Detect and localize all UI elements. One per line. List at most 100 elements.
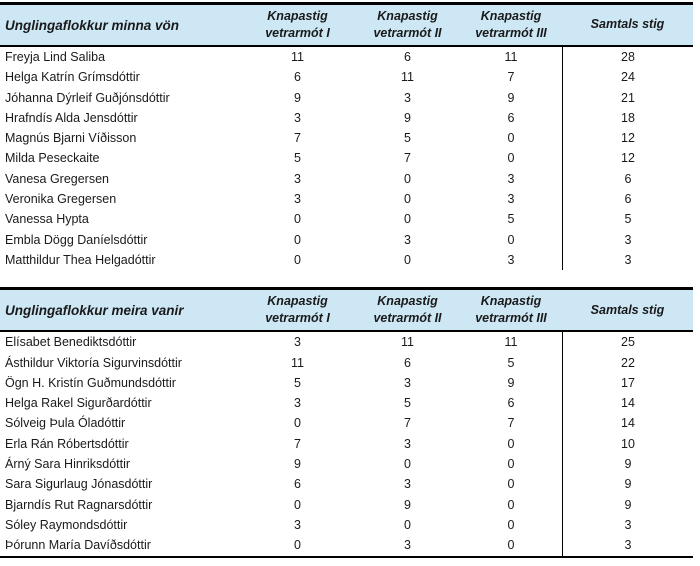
rider-name: Ögn H. Kristín Guðmundsdóttir: [5, 375, 176, 390]
score-vetrarmot-3: 6: [507, 110, 515, 125]
score-vetrarmot-1: 3: [294, 171, 301, 186]
score-vetrarmot-3: 0: [507, 517, 515, 532]
score-vetrarmot-2: 3: [404, 436, 411, 451]
score-vetrarmot-1: 6: [294, 477, 301, 492]
rider-name: Veronika Gregersen: [5, 192, 117, 207]
column-header-vetrarmot-2: Knapastig vetrarmót II: [355, 5, 460, 45]
score-vetrarmot-1: 5: [294, 151, 301, 166]
score-vetrarmot-2: 5: [404, 396, 411, 411]
score-vetrarmot-1: 3: [294, 335, 301, 350]
score-vetrarmot-1: 11: [291, 355, 304, 370]
total-score: 3: [562, 249, 693, 271]
score-vetrarmot-2: 0: [404, 252, 411, 267]
table-row: Veronika Gregersen 3 0 3 6: [0, 189, 693, 210]
column-header-line-1: Knapastig: [480, 293, 542, 308]
rider-name: Helga Rakel Sigurðardóttir: [5, 396, 152, 411]
column-header-line-2: vetrarmót I: [265, 26, 330, 40]
score-vetrarmot-3: 11: [504, 50, 518, 64]
total-score: 24: [562, 67, 693, 88]
score-vetrarmot-1: 0: [294, 252, 301, 267]
column-header-vetrarmot-1: Knapastig vetrarmót I: [240, 5, 355, 45]
rider-name: Sara Sigurlaug Jónasdóttir: [5, 477, 153, 492]
column-header-line-2: vetrarmót II: [373, 311, 442, 326]
table-row: Helga Rakel Sigurðardóttir 3 5 6 14: [0, 393, 693, 414]
score-table-meira-vanir: Unglingaflokkur meira vanir Knapastig ve…: [0, 287, 693, 558]
total-score: 3: [562, 514, 693, 536]
group-title: Unglingaflokkur minna vön: [5, 17, 180, 33]
score-vetrarmot-3: 0: [507, 497, 515, 512]
score-vetrarmot-3: 9: [507, 90, 515, 105]
score-vetrarmot-2: 3: [404, 538, 411, 553]
score-vetrarmot-1: 11: [291, 50, 304, 64]
rider-name: Hrafndís Alda Jensdóttir: [5, 110, 138, 125]
total-score: 9: [562, 474, 693, 495]
score-vetrarmot-3: 6: [507, 396, 515, 411]
table-row: Embla Dögg Daníelsdóttir 0 3 0 3: [0, 229, 693, 250]
score-vetrarmot-1: 0: [294, 232, 301, 247]
rider-name: Vanessa Hypta: [5, 212, 89, 227]
score-vetrarmot-1: 0: [294, 212, 301, 227]
table-row: Vanesa Gregersen 3 0 3 6: [0, 168, 693, 190]
column-header-line-1: Knapastig: [377, 293, 438, 308]
score-vetrarmot-3: 7: [507, 70, 515, 85]
column-header-line-1: Knapastig: [480, 8, 542, 23]
column-header-line-1: Samtals stig: [590, 17, 665, 32]
score-vetrarmot-3: 3: [507, 252, 515, 267]
column-header-line-1: Samtals stig: [590, 302, 665, 317]
rider-name: Elísabet Benediktsdóttir: [5, 335, 137, 350]
column-header-samtals-stig: Samtals stig: [562, 5, 693, 45]
score-vetrarmot-2: 3: [404, 375, 411, 390]
total-score: 14: [562, 413, 693, 434]
score-vetrarmot-1: 5: [294, 375, 301, 390]
score-vetrarmot-2: 0: [404, 517, 411, 532]
column-header-vetrarmot-2: Knapastig vetrarmót II: [355, 290, 460, 330]
table-header: Unglingaflokkur minna vön Knapastig vetr…: [0, 5, 693, 47]
table-row: Árný Sara Hinriksdóttir 9 0 0 9: [0, 454, 693, 475]
table-row: Helga Katrín Grímsdóttir 6 11 7 24: [0, 67, 693, 88]
score-vetrarmot-2: 7: [404, 151, 411, 166]
column-header-vetrarmot-3: Knapastig vetrarmót III: [460, 5, 562, 45]
column-header-vetrarmot-3: Knapastig vetrarmót III: [460, 290, 562, 330]
score-vetrarmot-1: 3: [294, 110, 301, 125]
rider-name: Árný Sara Hinriksdóttir: [5, 457, 131, 472]
score-vetrarmot-2: 0: [404, 212, 411, 227]
total-score: 21: [562, 87, 693, 108]
total-score: 3: [562, 535, 693, 556]
score-vetrarmot-3: 0: [507, 538, 515, 553]
score-vetrarmot-2: 0: [404, 171, 411, 186]
total-score: 14: [562, 393, 693, 414]
total-score: 6: [562, 189, 693, 210]
score-vetrarmot-1: 7: [294, 436, 301, 451]
score-vetrarmot-2: 3: [404, 477, 411, 492]
column-header-line-2: vetrarmót II: [373, 26, 442, 40]
score-vetrarmot-2: 0: [404, 192, 411, 207]
table-row: Milda Peseckaite 5 7 0 12: [0, 148, 693, 169]
score-vetrarmot-1: 3: [294, 192, 301, 207]
table-row: Vanessa Hypta 0 0 5 5: [0, 209, 693, 230]
score-vetrarmot-3: 11: [504, 335, 518, 350]
table-row: Elísabet Benediktsdóttir 3 11 11 25: [0, 332, 693, 353]
score-vetrarmot-1: 0: [294, 538, 301, 553]
score-vetrarmot-3: 3: [507, 192, 515, 207]
rider-name: Bjarndís Rut Ragnarsdóttir: [5, 497, 153, 512]
column-header-line-2: vetrarmót I: [265, 311, 330, 326]
score-vetrarmot-2: 9: [404, 110, 411, 125]
score-vetrarmot-3: 9: [507, 375, 515, 390]
score-vetrarmot-3: 3: [507, 171, 515, 186]
score-vetrarmot-2: 7: [404, 416, 411, 431]
table-row: Hrafndís Alda Jensdóttir 3 9 6 18: [0, 107, 693, 129]
score-vetrarmot-2: 11: [401, 335, 414, 350]
total-score: 12: [562, 148, 693, 169]
total-score: 9: [562, 454, 693, 475]
total-score: 5: [562, 209, 693, 230]
table-row: Jóhanna Dýrleif Guðjónsdóttir 9 3 9 21: [0, 87, 693, 108]
score-vetrarmot-1: 0: [294, 497, 301, 512]
table-row: Magnús Bjarni Víðisson 7 5 0 12: [0, 128, 693, 149]
column-header-line-2: vetrarmót III: [475, 26, 547, 40]
score-vetrarmot-3: 0: [507, 151, 515, 166]
table-row: Freyja Lind Saliba 11 6 11 28: [0, 47, 693, 68]
total-score: 12: [562, 128, 693, 149]
total-score: 22: [562, 352, 693, 373]
score-vetrarmot-3: 5: [507, 355, 515, 370]
column-header-samtals-stig: Samtals stig: [562, 290, 693, 330]
